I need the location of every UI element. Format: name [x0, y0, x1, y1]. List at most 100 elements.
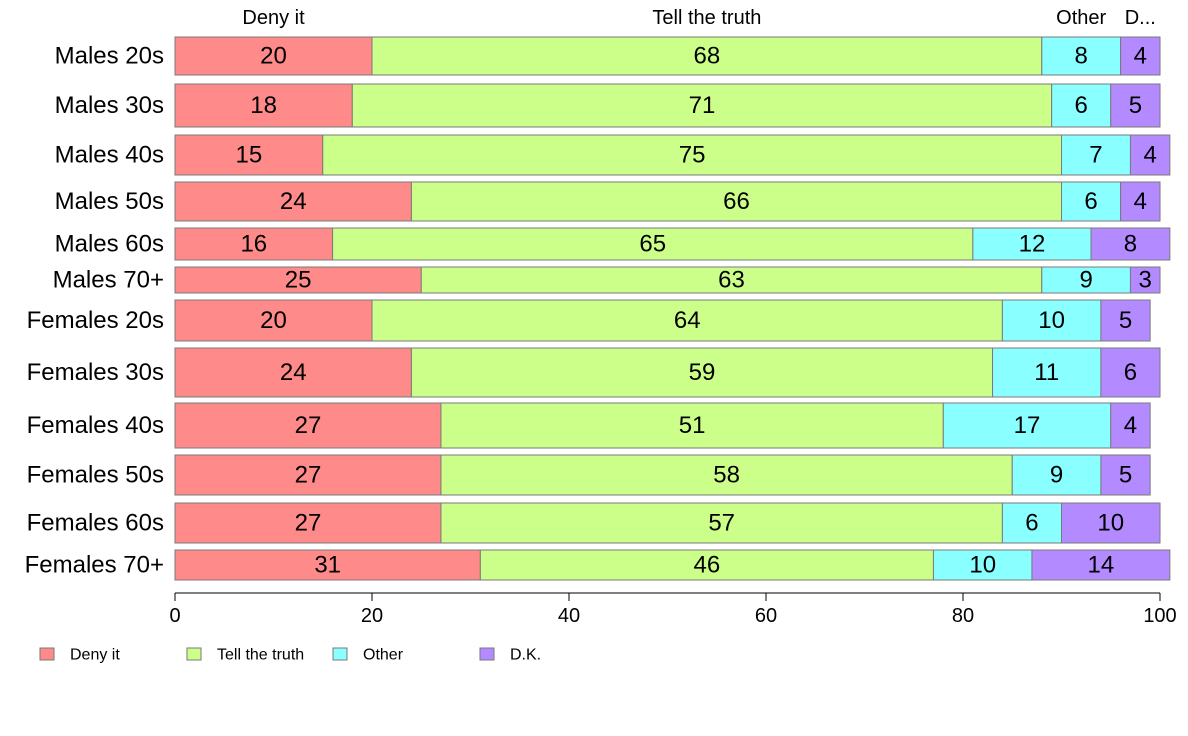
- data-label: 27: [295, 510, 322, 537]
- bar-row: 18 71 6 5: [174, 83, 1161, 128]
- data-label: 9: [1079, 267, 1092, 294]
- data-label: 10: [1038, 307, 1065, 334]
- bar-segment: [174, 227, 334, 261]
- data-label: 5: [1129, 92, 1142, 119]
- data-label: 7: [1089, 142, 1102, 169]
- column-header-label: D...: [1125, 7, 1156, 29]
- category-label: Females 50s: [27, 462, 164, 489]
- data-label: 8: [1075, 43, 1088, 70]
- category-label: Males 30s: [55, 92, 164, 119]
- data-label: 75: [679, 142, 706, 169]
- data-label: 24: [280, 359, 307, 386]
- bar-segment: [1120, 181, 1161, 222]
- legend-swatch: [39, 647, 55, 661]
- bar-segment: [1120, 36, 1161, 76]
- bar-segment: [322, 134, 1062, 176]
- data-label: 9: [1050, 462, 1063, 489]
- bar-segment: [1100, 454, 1151, 496]
- data-label: 3: [1139, 267, 1152, 294]
- bar-segment: [1031, 549, 1171, 581]
- bar-row: 20 64 10 5: [174, 299, 1151, 342]
- bar-segment: [1041, 36, 1122, 76]
- legend-label: Tell the truth: [217, 647, 304, 664]
- bar-segment: [174, 502, 442, 544]
- data-label: 18: [250, 92, 277, 119]
- category-label: Males 70+: [53, 267, 164, 294]
- bar-segment: [1051, 83, 1112, 128]
- category-label: Males 50s: [55, 188, 164, 215]
- bar-row: 15 75 7 4: [174, 134, 1171, 176]
- bar-segment: [1100, 299, 1151, 342]
- bar-row: 16 65 12 8: [174, 227, 1171, 261]
- x-tick-label: 80: [952, 605, 974, 627]
- data-label: 5: [1119, 462, 1132, 489]
- data-label: 4: [1134, 43, 1147, 70]
- data-label: 17: [1014, 412, 1041, 439]
- legend-swatch: [332, 647, 348, 661]
- x-tick-label: 60: [755, 605, 777, 627]
- bar-segment: [440, 454, 1013, 496]
- legend-label: Deny it: [70, 647, 120, 664]
- y-axis-labels: Males 20s Males 30s Males 40s Males 50s Male…: [25, 43, 164, 579]
- data-label: 51: [679, 412, 706, 439]
- legend-item: D.K.: [479, 647, 541, 664]
- data-label: 14: [1088, 552, 1115, 579]
- bar-segment: [174, 549, 481, 581]
- data-label: 4: [1124, 412, 1137, 439]
- legend-item: Tell the truth: [186, 647, 304, 664]
- category-label: Females 30s: [27, 359, 164, 386]
- data-label: 6: [1124, 359, 1137, 386]
- data-label: 10: [969, 552, 996, 579]
- bar-segment: [174, 36, 373, 76]
- data-label: 25: [285, 267, 312, 294]
- category-label: Females 20s: [27, 307, 164, 334]
- bar-segment: [1011, 454, 1102, 496]
- legend-item: Other: [332, 647, 404, 664]
- data-label: 11: [1034, 359, 1059, 386]
- bar-segment: [972, 227, 1092, 261]
- category-label: Males 20s: [55, 43, 164, 70]
- bar-segment: [1110, 83, 1161, 128]
- data-label: 58: [713, 462, 740, 489]
- data-label: 64: [674, 307, 701, 334]
- bar-segment: [942, 402, 1112, 449]
- legend-label: Other: [363, 647, 404, 664]
- bar-segment: [1061, 502, 1161, 544]
- x-axis: 0 20 40 60 80 100: [169, 592, 1177, 627]
- bar-segment: [1129, 134, 1171, 176]
- data-label: 46: [694, 552, 721, 579]
- bar-row: 24 59 11 6: [174, 347, 1161, 398]
- category-label: Females 60s: [27, 510, 164, 537]
- bar-segment: [174, 266, 422, 294]
- data-label: 6: [1075, 92, 1088, 119]
- data-label: 16: [240, 231, 267, 258]
- category-label: Females 40s: [27, 412, 164, 439]
- bar-row: 25 63 9 3: [174, 266, 1161, 294]
- data-label: 65: [639, 231, 666, 258]
- x-tick-label: 40: [558, 605, 580, 627]
- bar-row: 24 66 6 4: [174, 181, 1161, 222]
- data-label: 20: [260, 43, 287, 70]
- bar-segment: [174, 181, 412, 222]
- bar-segment: [992, 347, 1102, 398]
- bar-segment: [932, 549, 1033, 581]
- bar-row: 20 68 8 4: [174, 36, 1161, 76]
- data-label: 24: [280, 188, 307, 215]
- bar-segment: [174, 83, 353, 128]
- bar-segment: [1001, 502, 1063, 544]
- bar-row: 31 46 10 14: [174, 549, 1171, 581]
- data-label: 6: [1084, 188, 1097, 215]
- bar-segment: [1100, 347, 1161, 398]
- data-label: 31: [314, 552, 341, 579]
- legend-swatch: [186, 647, 202, 661]
- legend: Deny it Tell the truth Other D.K.: [39, 647, 541, 664]
- data-label: 4: [1143, 142, 1156, 169]
- bar-segment: [479, 549, 934, 581]
- legend-item: Deny it: [39, 647, 120, 664]
- x-tick-label: 100: [1143, 605, 1176, 627]
- bar-segment: [440, 402, 944, 449]
- bar-segment: [440, 502, 1003, 544]
- bar-segment: [1041, 266, 1131, 294]
- data-label: 5: [1119, 307, 1132, 334]
